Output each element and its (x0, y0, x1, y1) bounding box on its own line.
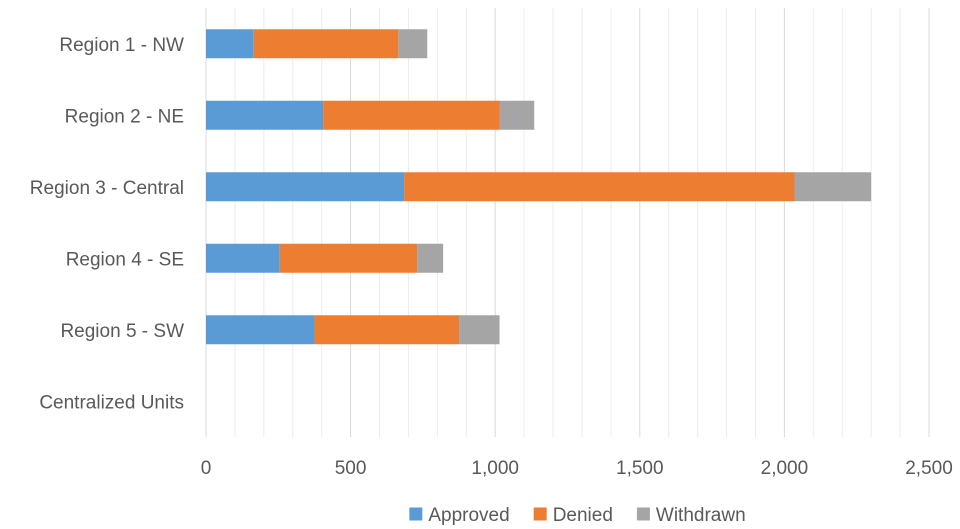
legend-swatch-approved (409, 507, 423, 521)
category-label: Region 3 - Central (30, 178, 184, 199)
x-tick-label: 0 (201, 458, 212, 479)
x-tick-label: 1,000 (471, 458, 519, 479)
bar-withdrawn-region-4-se (417, 243, 444, 273)
x-tick-label: 500 (335, 458, 367, 479)
bar-withdrawn-region-5-sw (459, 315, 500, 345)
bar-denied-region-5-sw (314, 315, 460, 345)
x-tick-label: 1,500 (616, 458, 664, 479)
category-label: Region 1 - NW (59, 35, 184, 56)
legend-label-withdrawn: Withdrawn (656, 505, 746, 526)
bar-withdrawn-region-1-nw (398, 29, 428, 59)
legend-swatch-withdrawn (636, 507, 650, 521)
legend: Approved Denied Withdrawn (409, 505, 746, 526)
x-tick-label: 2,000 (761, 458, 809, 479)
gridlines (205, 8, 930, 437)
bar-approved-region-4-se (206, 243, 280, 273)
legend-swatch-denied (533, 507, 547, 521)
bars (206, 29, 872, 345)
bar-approved-region-2-ne (206, 100, 324, 130)
bar-withdrawn-region-3-central (794, 172, 872, 202)
bar-denied-region-3-central (404, 172, 795, 202)
category-label: Centralized Units (39, 392, 184, 413)
bar-denied-region-1-nw (253, 29, 399, 59)
bar-denied-region-4-se (279, 243, 418, 273)
legend-label-approved: Approved (428, 505, 509, 526)
category-label: Region 2 - NE (65, 106, 184, 127)
bar-approved-region-3-central (206, 172, 405, 202)
x-tick-label: 2,500 (905, 458, 953, 479)
category-label: Region 5 - SW (60, 321, 184, 342)
category-labels: Region 1 - NW Region 2 - NE Region 3 - Cen… (30, 35, 184, 414)
bar-denied-region-2-ne (323, 100, 500, 130)
legend-label-denied: Denied (553, 505, 613, 526)
bar-approved-region-1-nw (206, 29, 254, 59)
bar-approved-region-5-sw (206, 315, 315, 345)
bar-withdrawn-region-2-ne (499, 100, 535, 130)
x-axis-tick-labels: 0 500 1,000 1,500 2,000 2,500 (201, 458, 953, 479)
category-label: Region 4 - SE (66, 249, 184, 270)
